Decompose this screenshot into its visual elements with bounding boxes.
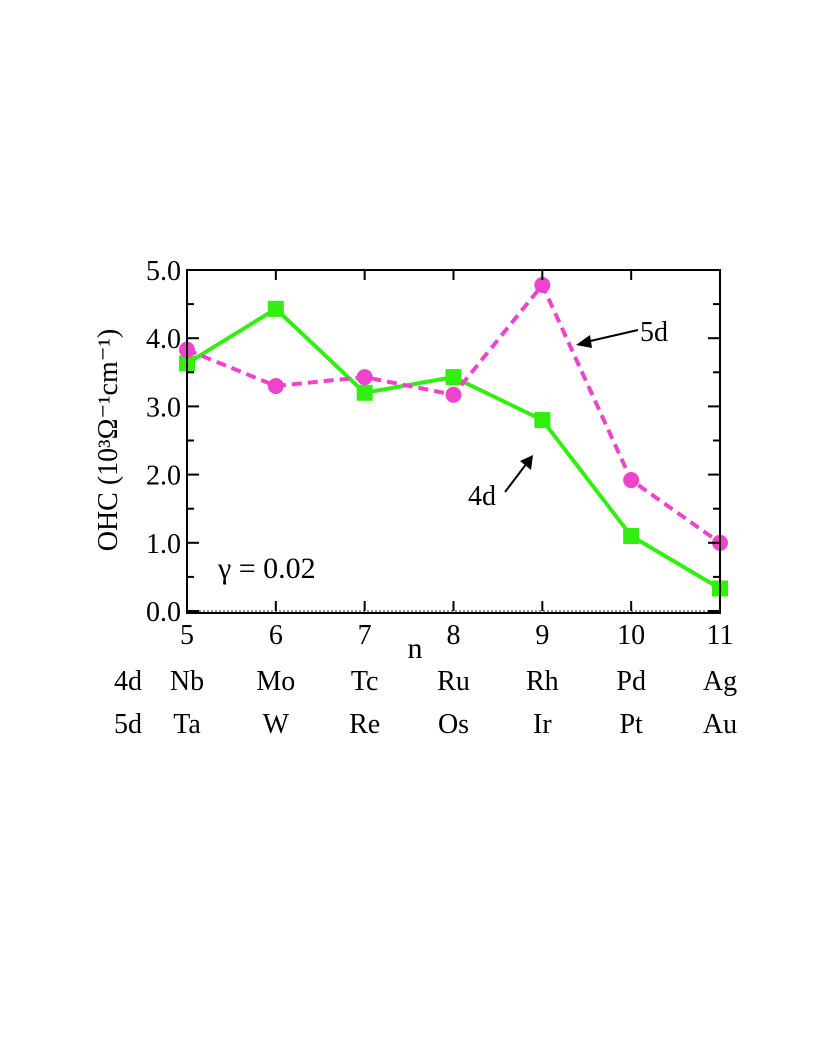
- y-tick-label: 4.0: [146, 324, 181, 355]
- point-5d-7: [356, 369, 373, 386]
- element-label: Tc: [351, 666, 379, 697]
- y-tick-label: 3.0: [146, 392, 181, 423]
- y-tick-label: 1.0: [146, 529, 181, 560]
- element-label: Pd: [616, 666, 646, 697]
- element-label: Ta: [173, 709, 201, 740]
- gamma-annotation: γ = 0.02: [217, 552, 316, 585]
- arrow-4d: [504, 462, 528, 493]
- element-label: Ir: [533, 709, 552, 740]
- element-label: Nb: [170, 666, 204, 697]
- arrow-4d-head: [520, 455, 533, 470]
- arrow-5d: [585, 329, 639, 343]
- x-tick-label: 5: [180, 620, 194, 651]
- label-4d: 4d: [468, 481, 496, 512]
- element-label: Ag: [703, 666, 737, 697]
- x-tick-label: 7: [358, 620, 372, 651]
- point-5d-6: [267, 377, 284, 394]
- point-4d-10: [623, 527, 640, 544]
- point-5d-9: [534, 277, 551, 294]
- label-5d: 5d: [640, 317, 668, 348]
- element-label: Pt: [619, 709, 643, 740]
- point-5d-10: [623, 472, 640, 489]
- element-label: W: [263, 709, 290, 740]
- element-label: Re: [349, 709, 380, 740]
- element-label: Rh: [526, 666, 559, 697]
- point-4d-9: [534, 412, 551, 429]
- y-tick-label: 2.0: [146, 461, 181, 492]
- y-axis-label: OHC (10³Ω⁻¹cm⁻¹): [93, 329, 124, 552]
- y-tick-label: 0.0: [146, 597, 181, 628]
- element-row-label: 5d: [114, 709, 142, 740]
- x-tick-label: 9: [535, 620, 549, 651]
- x-tick-label: 10: [617, 620, 645, 651]
- x-tick-label: 8: [447, 620, 461, 651]
- y-tick-label: 5.0: [146, 256, 181, 287]
- series-line-4d: [185, 306, 722, 591]
- arrow-5d-head: [576, 335, 592, 348]
- point-4d-8: [445, 369, 462, 386]
- point-4d-6: [267, 300, 284, 317]
- element-label: Ru: [437, 666, 470, 697]
- element-label: Au: [703, 709, 737, 740]
- x-tick-label: 11: [707, 620, 734, 651]
- element-row-label: 4d: [114, 666, 142, 697]
- x-tick-label: 6: [269, 620, 283, 651]
- element-label: Mo: [256, 666, 295, 697]
- x-axis-label: n: [408, 632, 423, 665]
- element-label: Os: [438, 709, 469, 740]
- point-5d-8: [445, 386, 462, 403]
- point-4d-7: [356, 384, 373, 401]
